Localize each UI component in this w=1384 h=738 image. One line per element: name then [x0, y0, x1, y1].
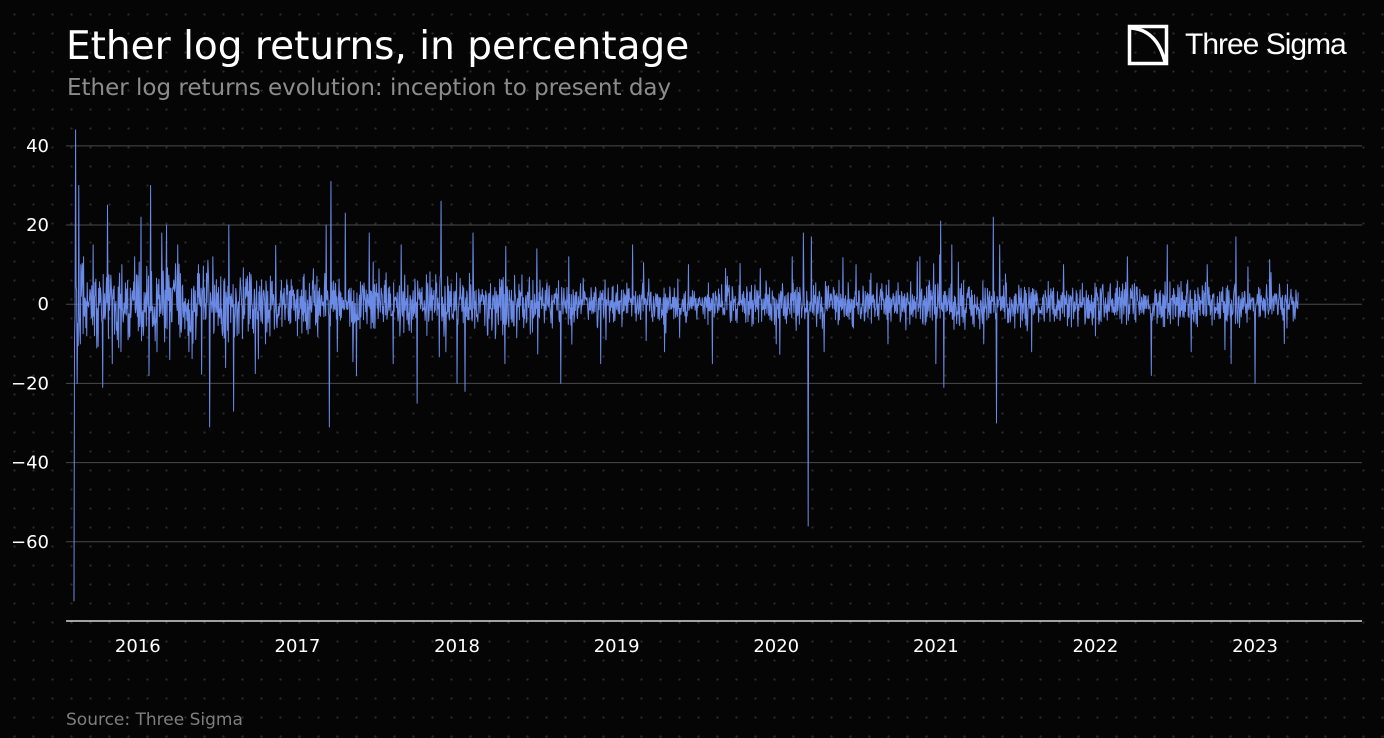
y-tick-label: 0 [38, 294, 49, 315]
source-note: Source: Three Sigma [66, 710, 243, 730]
x-tick-label: 2016 [115, 636, 161, 657]
y-tick-label: −40 [11, 453, 49, 474]
three-sigma-logo-icon [1127, 24, 1169, 66]
y-tick-label: 40 [26, 136, 49, 157]
x-tick-label: 2023 [1232, 636, 1278, 657]
y-tick-label: 20 [26, 215, 49, 236]
chart-title: Ether log returns, in percentage [66, 24, 690, 69]
brand-name: Three Sigma [1185, 28, 1347, 61]
x-tick-label: 2022 [1073, 636, 1119, 657]
x-tick-labels: 2016 2017 2018 2019 2020 2021 2022 2023 [115, 636, 1278, 657]
y-tick-label: −20 [11, 373, 49, 394]
y-tick-label: −60 [11, 532, 49, 553]
series-layer [73, 129, 1299, 602]
x-tick-label: 2021 [913, 636, 959, 657]
x-tick-label: 2018 [434, 636, 480, 657]
gridlines [66, 145, 1362, 543]
chart-subtitle: Ether log returns evolution: inception t… [67, 75, 672, 101]
log-returns-line [73, 129, 1299, 602]
brand-logo: Three Sigma [1127, 24, 1347, 66]
x-tick-label: 2017 [275, 636, 321, 657]
y-tick-labels: 40 20 0 −20 −40 −60 [11, 136, 49, 553]
x-tick-label: 2020 [753, 636, 799, 657]
x-tick-label: 2019 [594, 636, 640, 657]
